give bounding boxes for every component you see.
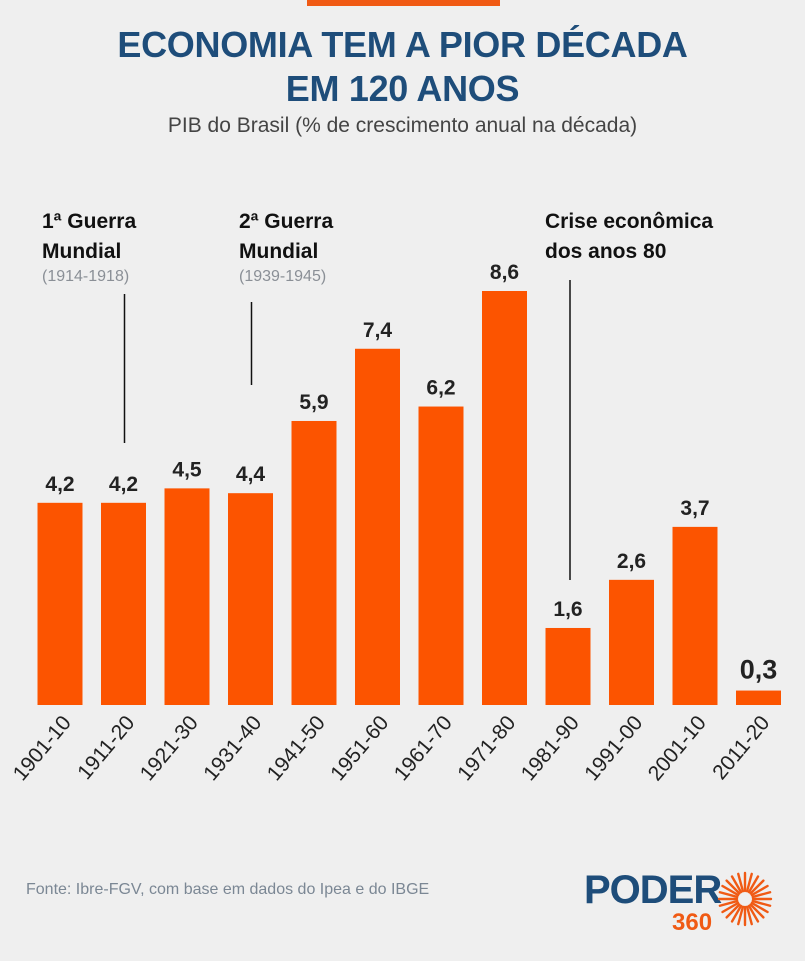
- sun-ray: [737, 872, 745, 893]
- category-label-1921-30: 1921-30: [136, 711, 203, 785]
- bar-1991-00: [609, 579, 654, 705]
- logo-wordmark: PODER: [584, 868, 722, 912]
- sun-ray: [725, 903, 741, 919]
- bar-1981-90: [545, 627, 591, 705]
- annotation-title-1981-90-line1: Crise econômica: [545, 210, 713, 233]
- sun-ray: [745, 872, 753, 893]
- bar-1951-60: [355, 348, 400, 705]
- sun-ray: [747, 904, 760, 923]
- category-label-1941-50: 1941-50: [263, 711, 330, 785]
- top-accent-rule: [307, 0, 500, 6]
- bar-1971-80: [482, 291, 527, 705]
- category-label-1951-60: 1951-60: [326, 711, 393, 785]
- category-label-1931-40: 1931-40: [199, 711, 266, 785]
- source-note: Fonte: Ibre-FGV, com base em dados do Ip…: [26, 881, 430, 898]
- category-label-1971-80: 1971-80: [453, 711, 520, 785]
- value-label-1911-20: 4,2: [109, 473, 138, 496]
- sun-ray: [749, 879, 765, 895]
- sun-ray: [751, 891, 772, 899]
- annotation-title-1931-40-line2: Mundial: [239, 240, 318, 263]
- value-label-2011-20: 0,3: [740, 655, 778, 685]
- sun-ray: [747, 875, 760, 894]
- poder360-logo: PODER 360: [584, 866, 784, 942]
- sun-ray: [749, 903, 765, 919]
- sun-ray: [718, 899, 739, 907]
- sun-ray: [730, 875, 743, 894]
- bar-2001-10: [672, 526, 718, 705]
- sun-ray: [718, 891, 739, 899]
- sun-ray: [725, 879, 741, 895]
- bar-1931-40: [228, 493, 273, 705]
- annotation-years-1931-40: (1939-1945): [239, 268, 326, 285]
- sun-ray: [721, 901, 740, 914]
- bar-2011-20: [736, 690, 781, 705]
- value-label-1941-50: 5,9: [299, 391, 328, 414]
- sun-ray: [751, 899, 772, 907]
- category-label-2001-10: 2001-10: [644, 711, 711, 785]
- chart-title-line1: ECONOMIA TEM A PIOR DÉCADA: [117, 24, 688, 65]
- category-label-1901-10: 1901-10: [9, 711, 76, 785]
- category-label-1991-00: 1991-00: [580, 711, 647, 785]
- chart-title-line2: EM 120 ANOS: [285, 68, 520, 109]
- sun-ray: [737, 905, 745, 926]
- category-label-1961-70: 1961-70: [390, 711, 457, 785]
- bar-1901-10: [37, 502, 83, 705]
- sun-burst-icon: [717, 871, 773, 927]
- value-label-2001-10: 3,7: [680, 497, 709, 520]
- bar-1921-30: [164, 488, 210, 705]
- category-label-2011-20: 2011-20: [708, 711, 774, 784]
- value-label-1961-70: 6,2: [426, 377, 455, 400]
- value-label-1991-00: 2,6: [617, 550, 646, 573]
- sun-ray: [745, 905, 753, 926]
- bar-1941-50: [291, 420, 337, 705]
- value-label-1921-30: 4,5: [172, 458, 202, 481]
- chart-subtitle: PIB do Brasil (% de crescimento anual na…: [167, 114, 638, 137]
- sun-ray: [750, 901, 769, 914]
- value-label-1901-10: 4,2: [45, 473, 74, 496]
- category-label-1981-90: 1981-90: [517, 711, 584, 785]
- value-label-1951-60: 7,4: [363, 319, 393, 342]
- annotation-title-1981-90-line2: dos anos 80: [545, 240, 666, 263]
- annotation-title-1911-20-line2: Mundial: [42, 240, 121, 263]
- annotation-title-1931-40-line1: 2ª Guerra: [239, 210, 333, 233]
- value-label-1971-80: 8,6: [490, 261, 519, 284]
- bar-1911-20: [101, 502, 146, 705]
- annotation-title-1911-20-line1: 1ª Guerra: [42, 210, 136, 233]
- bar-1961-70: [418, 406, 464, 705]
- logo-number: 360: [672, 909, 713, 936]
- value-label-1931-40: 4,4: [236, 463, 266, 486]
- sun-ray: [721, 884, 740, 897]
- sun-ray: [750, 884, 769, 897]
- annotation-years-1911-20: (1914-1918): [42, 268, 129, 285]
- bar-chart: 4,2 1901-10 4,2 1911-20 4,5 1921-30 4,4 1931-40…: [9, 210, 781, 785]
- sun-ray: [730, 904, 743, 923]
- value-label-1981-90: 1,6: [553, 598, 582, 621]
- category-label-1911-20: 1911-20: [73, 711, 139, 784]
